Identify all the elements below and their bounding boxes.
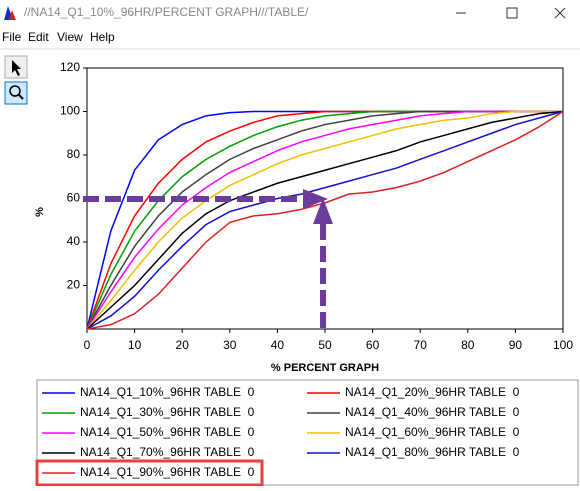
x-tick-label: 40: [271, 338, 285, 352]
x-tick-label: 20: [176, 338, 190, 352]
legend: NA14_Q1_10%_96HR TABLE 0 NA14_Q1_20%_96HR…: [42, 385, 520, 479]
x-tick-label: 0: [84, 338, 91, 352]
legend-label: NA14_Q1_30%_96HR TABLE 0: [80, 405, 255, 419]
series-line: [86, 110, 564, 330]
x-tick-label: 100: [553, 338, 573, 352]
legend-label: NA14_Q1_50%_96HR TABLE 0: [80, 425, 255, 439]
menu-item[interactable]: View: [57, 30, 83, 44]
menu-item[interactable]: Help: [90, 30, 115, 44]
x-tick-label: 30: [223, 338, 237, 352]
series-line: [86, 110, 563, 330]
y-axis-label: %: [34, 207, 46, 217]
series-line: [86, 110, 564, 330]
legend-label: NA14_Q1_90%_96HR TABLE 0: [80, 465, 255, 479]
legend-label: NA14_Q1_20%_96HR TABLE 0: [345, 385, 520, 399]
legend-label: NA14_Q1_70%_96HR TABLE 0: [80, 445, 255, 459]
y-tick-label: 40: [67, 234, 81, 248]
menu-item[interactable]: File: [2, 30, 22, 44]
window-title: //NA14_Q1_10%_96HR/PERCENT GRAPH///TABLE…: [24, 5, 309, 19]
y-tick-label: 120: [60, 60, 80, 74]
app-icon: [4, 6, 16, 20]
zoom-icon: [18, 94, 24, 100]
y-tick-label: 100: [60, 104, 80, 118]
x-axis-label: % PERCENT GRAPH: [271, 362, 379, 374]
close-button[interactable]: [554, 7, 566, 19]
legend-label: NA14_Q1_40%_96HR TABLE 0: [345, 405, 520, 419]
pointer-icon: [12, 60, 21, 76]
y-tick-label: 20: [67, 278, 81, 292]
annotation-arrows: [83, 189, 333, 328]
series-line: [86, 110, 564, 330]
maximize-button[interactable]: [506, 7, 518, 19]
y-tick-label: 80: [67, 147, 81, 161]
menu-item[interactable]: Edit: [28, 30, 49, 44]
legend-label: NA14_Q1_80%_96HR TABLE 0: [345, 445, 520, 459]
menu-bar: File Edit View Help: [2, 30, 115, 44]
legend-label: NA14_Q1_10%_96HR TABLE 0: [80, 385, 255, 399]
zoom-tool[interactable]: [4, 81, 28, 105]
legend-label: NA14_Q1_60%_96HR TABLE 0: [345, 425, 520, 439]
x-tick-label: 90: [509, 338, 523, 352]
x-tick-label: 10: [128, 338, 142, 352]
x-tick-label: 80: [461, 338, 475, 352]
x-tick-label: 70: [414, 338, 428, 352]
plot: 20 40 60 80 100 120 0 10 20 30 40 50 60 70 80 90 100 % PE…: [34, 60, 573, 374]
series-line: [86, 110, 563, 330]
highlight-box: [35, 459, 264, 487]
y-tick-label: 60: [67, 191, 81, 205]
zoom-icon: [9, 85, 21, 97]
x-tick-label: 50: [318, 338, 332, 352]
x-tick-label: 60: [366, 338, 380, 352]
